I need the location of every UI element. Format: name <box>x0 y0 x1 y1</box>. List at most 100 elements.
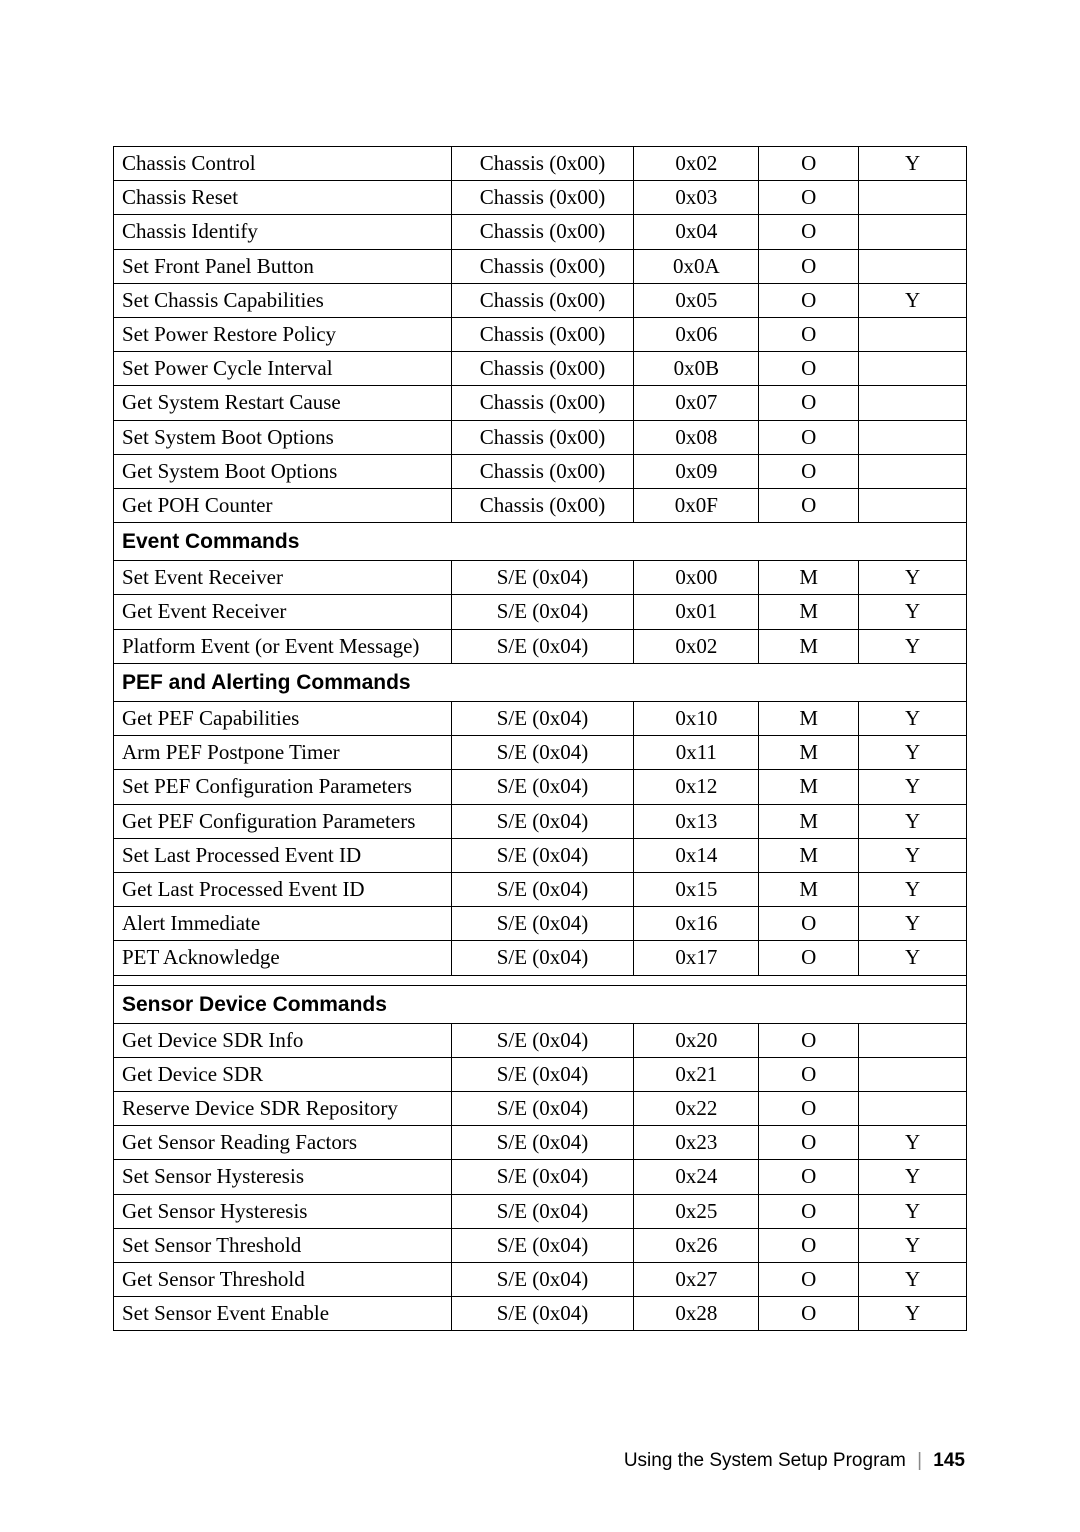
table-cell: O <box>759 1057 859 1091</box>
table-cell: S/E (0x04) <box>451 872 634 906</box>
table-cell <box>859 1023 967 1057</box>
table-row: Set Sensor Event EnableS/E (0x04)0x28OY <box>114 1297 967 1331</box>
table-cell: O <box>759 1160 859 1194</box>
table-row: Set System Boot OptionsChassis (0x00)0x0… <box>114 420 967 454</box>
table-cell: Get PEF Configuration Parameters <box>114 804 452 838</box>
table-cell: Set PEF Configuration Parameters <box>114 770 452 804</box>
table-cell: 0x05 <box>634 283 759 317</box>
table-cell <box>859 1092 967 1126</box>
table-cell <box>859 181 967 215</box>
table-cell: Get Last Processed Event ID <box>114 872 452 906</box>
table-cell: 0x12 <box>634 770 759 804</box>
table-row: Platform Event (or Event Message)S/E (0x… <box>114 629 967 663</box>
table-cell: Y <box>859 838 967 872</box>
table-cell: 0x17 <box>634 941 759 975</box>
table-cell: Y <box>859 283 967 317</box>
table-cell: 0x21 <box>634 1057 759 1091</box>
table-cell: Set Last Processed Event ID <box>114 838 452 872</box>
table-cell: 0x28 <box>634 1297 759 1331</box>
table-row: Set Chassis CapabilitiesChassis (0x00)0x… <box>114 283 967 317</box>
table-cell: Y <box>859 770 967 804</box>
table-cell: Arm PEF Postpone Timer <box>114 736 452 770</box>
table-cell: 0x0A <box>634 249 759 283</box>
table-cell: 0x09 <box>634 454 759 488</box>
table-cell: Get Device SDR <box>114 1057 452 1091</box>
table-cell: 0x00 <box>634 561 759 595</box>
table-cell: Chassis (0x00) <box>451 181 634 215</box>
table-row: Get System Restart CauseChassis (0x00)0x… <box>114 386 967 420</box>
table-cell: Chassis (0x00) <box>451 352 634 386</box>
table-cell: Y <box>859 1126 967 1160</box>
table-cell: Y <box>859 872 967 906</box>
table-cell: Get Sensor Threshold <box>114 1263 452 1297</box>
table-cell: Chassis (0x00) <box>451 215 634 249</box>
table-row: Set Event ReceiverS/E (0x04)0x00MY <box>114 561 967 595</box>
table-cell: O <box>759 283 859 317</box>
table-cell: O <box>759 1297 859 1331</box>
table-cell <box>859 488 967 522</box>
table-row: Chassis ResetChassis (0x00)0x03O <box>114 181 967 215</box>
table-cell: Get System Boot Options <box>114 454 452 488</box>
table-cell: Set Sensor Event Enable <box>114 1297 452 1331</box>
table-cell: Get PEF Capabilities <box>114 702 452 736</box>
table-cell: Get System Restart Cause <box>114 386 452 420</box>
table-cell <box>859 386 967 420</box>
table-row: Reserve Device SDR RepositoryS/E (0x04)0… <box>114 1092 967 1126</box>
table-cell: M <box>759 595 859 629</box>
table-row: Set Front Panel ButtonChassis (0x00)0x0A… <box>114 249 967 283</box>
table-cell: Set Power Restore Policy <box>114 317 452 351</box>
table-cell: S/E (0x04) <box>451 1023 634 1057</box>
table-row: Get Sensor Reading FactorsS/E (0x04)0x23… <box>114 1126 967 1160</box>
table-cell: M <box>759 804 859 838</box>
table-cell: S/E (0x04) <box>451 941 634 975</box>
table-cell: 0x13 <box>634 804 759 838</box>
table-row: Get Sensor ThresholdS/E (0x04)0x27OY <box>114 1263 967 1297</box>
table-cell: O <box>759 941 859 975</box>
table-cell: Get Sensor Reading Factors <box>114 1126 452 1160</box>
table-cell: S/E (0x04) <box>451 1126 634 1160</box>
table-cell: S/E (0x04) <box>451 736 634 770</box>
section-header: Sensor Device Commands <box>114 985 967 1023</box>
table-cell: Y <box>859 1297 967 1331</box>
table-cell: M <box>759 770 859 804</box>
table-cell: 0x10 <box>634 702 759 736</box>
table-cell: Chassis (0x00) <box>451 454 634 488</box>
table-cell: 0x02 <box>634 629 759 663</box>
table-cell: Y <box>859 941 967 975</box>
table-row: Set Power Restore PolicyChassis (0x00)0x… <box>114 317 967 351</box>
table-cell: O <box>759 181 859 215</box>
table-cell: O <box>759 907 859 941</box>
table-cell: S/E (0x04) <box>451 1263 634 1297</box>
table-cell: Y <box>859 1228 967 1262</box>
table-cell: Y <box>859 702 967 736</box>
table-cell: S/E (0x04) <box>451 838 634 872</box>
table-cell: O <box>759 386 859 420</box>
table-cell: Chassis (0x00) <box>451 249 634 283</box>
table-cell: Y <box>859 1160 967 1194</box>
table-cell: O <box>759 1263 859 1297</box>
table-cell: O <box>759 147 859 181</box>
table-cell: Y <box>859 1263 967 1297</box>
table-cell: Get Event Receiver <box>114 595 452 629</box>
table-cell: M <box>759 736 859 770</box>
footer-divider: | <box>917 1450 922 1471</box>
table-row: Get System Boot OptionsChassis (0x00)0x0… <box>114 454 967 488</box>
footer-page-number: 145 <box>933 1450 965 1471</box>
commands-table: Chassis ControlChassis (0x00)0x02OYChass… <box>113 146 967 1331</box>
table-cell: Set Event Receiver <box>114 561 452 595</box>
table-row: Set Power Cycle IntervalChassis (0x00)0x… <box>114 352 967 386</box>
table-cell: S/E (0x04) <box>451 770 634 804</box>
table-cell: 0x16 <box>634 907 759 941</box>
table-row: Get PEF Configuration ParametersS/E (0x0… <box>114 804 967 838</box>
table-cell: S/E (0x04) <box>451 629 634 663</box>
table-cell: Y <box>859 907 967 941</box>
table-cell: Chassis (0x00) <box>451 283 634 317</box>
table-cell: O <box>759 420 859 454</box>
table-cell: Y <box>859 1194 967 1228</box>
table-cell: S/E (0x04) <box>451 595 634 629</box>
table-cell: 0x07 <box>634 386 759 420</box>
table-cell: O <box>759 454 859 488</box>
table-cell: S/E (0x04) <box>451 1057 634 1091</box>
table-cell: Set Chassis Capabilities <box>114 283 452 317</box>
table-cell: Platform Event (or Event Message) <box>114 629 452 663</box>
